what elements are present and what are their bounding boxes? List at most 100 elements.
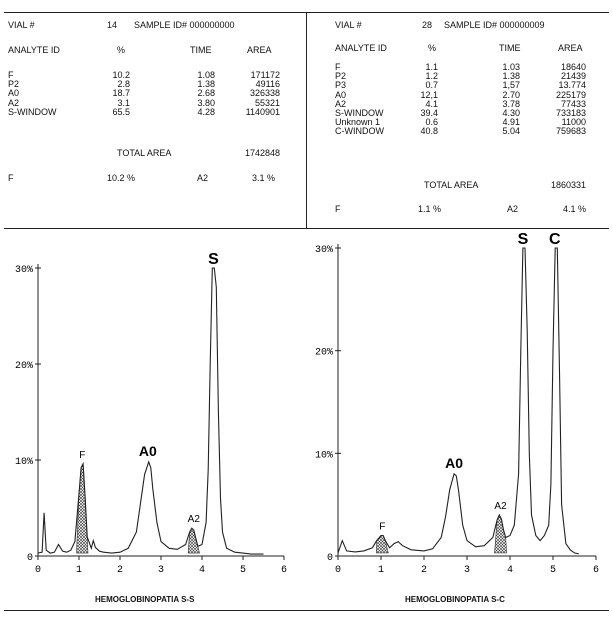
analyte-id: F	[8, 70, 14, 80]
x-tick-label: 1	[378, 565, 384, 576]
analyte-id: S-WINDOW	[335, 108, 384, 118]
x-tick-label: 2	[117, 565, 123, 576]
total-area-label: TOTAL AREA	[424, 180, 479, 190]
bottom-border	[4, 610, 609, 611]
chart-panel-sc: VIAL # 28 SAMPLE ID# 000000009 ANALYTE I…	[306, 0, 613, 618]
summary-a2-value: 3.1 %	[252, 173, 276, 183]
analyte-time: 4.91	[502, 117, 520, 128]
analyte-id: A0	[8, 88, 20, 99]
peak-label-f: F	[379, 521, 385, 532]
col-analyte: ANALYTE ID	[335, 43, 387, 53]
vial-number: 28	[422, 20, 433, 30]
analyte-id: C-WINDOW	[335, 126, 384, 137]
analyte-id: A2	[8, 97, 20, 108]
analyte-time: 3.80	[197, 97, 215, 108]
analyte-area: 77433	[560, 98, 586, 109]
x-axis-title-ss: HEMOGLOBINOPATIA S-S	[95, 595, 195, 604]
analyte-time: 1.38	[197, 79, 215, 90]
peak-label-a2: A2	[494, 501, 507, 512]
x-tick-label: 3	[464, 565, 470, 576]
x-tick-label: 4	[507, 565, 513, 576]
summary-f-value: 1.1 %	[418, 204, 442, 214]
analyte-area: 733183	[555, 108, 586, 118]
y-tick-label: 20%	[15, 361, 33, 372]
x-tick-label: 4	[199, 565, 205, 576]
analyte-area: 18640	[560, 62, 586, 72]
analyte-time: 4.30	[502, 108, 520, 118]
analyte-area: 326338	[249, 88, 280, 99]
header-divider	[306, 12, 307, 228]
summary-a2-label: A2	[197, 173, 209, 183]
x-tick-label: 0	[335, 565, 341, 576]
analyte-area: 225179	[555, 89, 586, 100]
analyte-percent: 0.7	[425, 80, 438, 91]
analyte-id: F	[335, 62, 341, 72]
y-tick-label: 30%	[15, 265, 33, 276]
summary-a2-label: A2	[507, 204, 519, 214]
chromatogram-trace	[337, 247, 579, 555]
y-tick-label: 10%	[315, 450, 333, 461]
analyte-area: 13.774	[558, 80, 586, 91]
header-bottom-border	[4, 228, 609, 229]
summary-a2-value: 4.1 %	[563, 204, 587, 214]
analyte-percent: 40.8	[420, 126, 438, 137]
col-time: TIME	[190, 45, 212, 55]
analyte-percent: 10.2	[112, 70, 130, 80]
analyte-area: 49116	[255, 79, 280, 90]
sample-id: ID# 000000000	[173, 20, 235, 30]
sample-label: SAMPLE	[444, 20, 481, 30]
x-tick-label: 6	[593, 565, 599, 576]
total-area-value: 1742848	[244, 148, 280, 158]
analyte-area: 171172	[250, 70, 280, 80]
analyte-time: 2.68	[197, 88, 215, 99]
analyte-percent: 2.8	[117, 79, 130, 90]
analyte-percent: 4.1	[425, 98, 438, 109]
analyte-percent: 0.6	[425, 117, 438, 128]
x-tick-label: 3	[158, 565, 164, 576]
sample-label: SAMPLE	[134, 20, 171, 30]
chromatogram-trace	[37, 267, 264, 555]
peak-label-c: C	[549, 231, 561, 248]
y-tick-label: 30%	[315, 245, 333, 256]
analyte-id: Unknown 1	[335, 117, 381, 128]
y-tick-label: 10%	[15, 457, 33, 468]
analyte-percent: 65.5	[112, 106, 130, 117]
summary-f-label: F	[335, 204, 341, 214]
col-percent: %	[117, 45, 126, 55]
peak-label-a2: A2	[188, 514, 201, 525]
analyte-percent: 12,1	[420, 89, 438, 100]
analyte-area: 759683	[555, 126, 586, 137]
x-tick-label: 5	[550, 565, 556, 576]
x-tick-label: 5	[240, 565, 246, 576]
peak-label-s: S	[518, 231, 529, 248]
summary-f-value: 10.2 %	[107, 173, 136, 183]
analyte-time: 1,57	[502, 80, 520, 91]
col-time: TIME	[499, 43, 521, 53]
x-axis-title-sc: HEMOGLOBINOPATIA S-C	[405, 595, 505, 604]
peak-label-s: S	[208, 251, 219, 268]
analyte-time: 1.38	[502, 71, 520, 82]
chromatogram-sc: 0 1 2 3 4 5 6 0 10% 20% 30% F A0 A2 S C	[315, 231, 599, 576]
col-percent: %	[428, 43, 437, 53]
analyte-id: P2	[335, 71, 347, 82]
analyte-id: P2	[8, 79, 20, 90]
analyte-percent: 1.1	[425, 62, 438, 72]
col-analyte: ANALYTE ID	[8, 45, 60, 55]
y-tick-label: 0	[27, 553, 33, 564]
analyte-id: A2	[335, 98, 347, 109]
col-area: AREA	[558, 43, 583, 53]
analyte-time: 5.04	[502, 126, 520, 137]
analyte-id: A0	[335, 89, 347, 100]
y-tick-label: 20%	[315, 348, 333, 359]
analyte-percent: 3.1	[117, 97, 130, 108]
chromatogram-ss: 0 1 2 3 4 5 6 0 10% 20% 30% F A0 A2 S	[15, 251, 287, 576]
y-tick-label: 0	[327, 553, 333, 564]
analyte-time: 1.08	[197, 70, 215, 80]
col-area: AREA	[247, 45, 272, 55]
analyte-time: 1.03	[502, 62, 520, 72]
x-tick-label: 1	[76, 565, 82, 576]
analyte-time: 2.70	[502, 89, 520, 100]
analyte-id: P3	[335, 80, 347, 91]
analyte-percent: 1.2	[425, 71, 438, 82]
total-area-value: 1860331	[550, 180, 586, 190]
